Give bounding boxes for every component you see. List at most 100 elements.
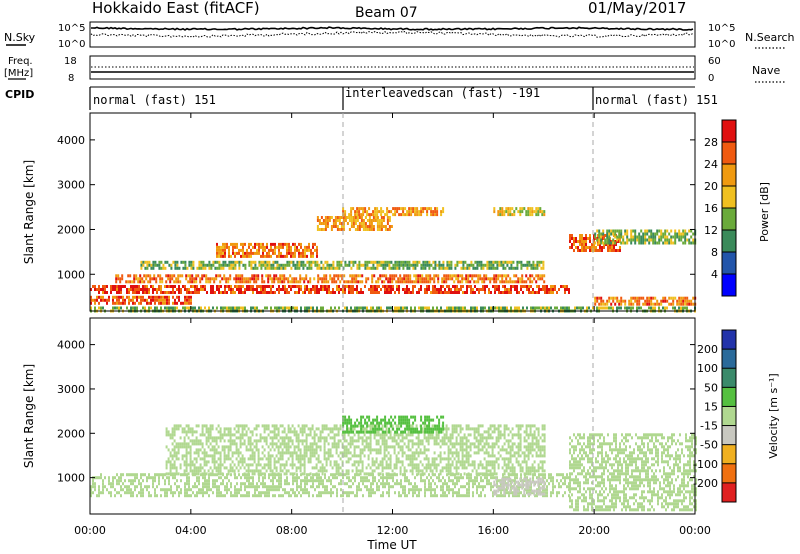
power-ytick-3000: 3000 [57,179,85,192]
power-feature-0 [90,285,570,294]
noise-left-tick-top: 10^5 [58,23,85,34]
velocity-data [90,415,697,512]
power-cbar-tick-6: 28 [704,136,718,149]
velocity-swatch-5 [722,387,736,407]
velocity-swatch-4 [722,406,736,426]
noise-left-tick-bottom: 10^0 [58,39,85,50]
power-feature-10 [140,260,545,270]
velocity-feature-0 [90,473,570,498]
velocity-colorbar-label: Velocity [m s⁻¹] [767,373,780,458]
power-ytick-2000: 2000 [57,223,85,236]
power-ylabel: Slant Range [km] [22,160,36,264]
noise-right-tick-bottom: 10^0 [708,39,735,50]
x-tick-4: 16:00 [477,524,509,537]
power-swatch-2 [722,230,736,253]
freq-label-line1: Freq. [8,56,33,67]
date-label: 01/May/2017 [588,0,686,17]
beam-label: Beam 07 [355,5,418,21]
velocity-cbar-tick-2: 50 [704,381,718,394]
power-swatch-0 [722,274,736,297]
power-colorbar: 4 8 12 16 20 24 28 [704,119,737,297]
station-title: Hokkaido East (fitACF) [92,0,260,17]
x-tick-3: 12:00 [377,524,409,537]
noise-search-label: N.Search [745,31,795,44]
velocity-cbar-tick-5: -50 [700,439,718,452]
velocity-colorbar: 200 100 50 15 -15 -50 -100 -200 [693,329,737,503]
velocity-panel: Slant Range [km] 1000 2000 3000 4000 200 100… [22,317,780,515]
velocity-cbar-tick-0: 200 [697,343,718,356]
x-axis-label: Time UT [366,538,417,552]
velocity-ytick-1000: 1000 [57,472,85,485]
x-tick-1: 04:00 [175,524,207,537]
velocity-swatch-1 [722,463,736,484]
velocity-swatch-7 [722,349,736,369]
power-feature-6 [493,207,546,217]
power-swatch-4 [722,186,736,209]
power-cbar-tick-4: 20 [704,180,718,193]
x-axis: 00:00 04:00 08:00 12:00 16:00 20:00 00:00 [74,113,711,537]
power-swatch-7 [722,120,736,143]
power-feature-5 [342,207,445,217]
power-cbar-tick-1: 8 [711,246,718,259]
power-swatch-6 [722,142,736,165]
velocity-swatch-8 [722,330,736,350]
noise-sky-label: N.Sky [4,31,36,44]
x-tick-5: 20:00 [578,524,610,537]
velocity-swatch-0 [722,482,736,503]
cpid-panel: CPID normal (fast) 151 interleavedscan (… [5,86,718,110]
noise-right-tick-top: 10^5 [708,23,735,34]
velocity-cbar-tick-7: -200 [693,477,718,490]
velocity-cbar-tick-1: 100 [697,362,718,375]
power-swatch-5 [722,164,736,187]
power-feature-11 [594,229,697,245]
velocity-cbar-tick-4: -15 [700,420,718,433]
cpid-segment-3: normal (fast) 151 [595,93,718,107]
power-feature-8 [594,296,697,306]
velocity-feature-2 [342,415,445,434]
velocity-swatch-6 [722,368,736,388]
power-panel: Slant Range [km] 1000 2000 3000 4000 4 8 12 16… [22,112,771,313]
power-ytick-1000: 1000 [57,268,85,281]
noise-sky-line [91,26,694,31]
velocity-cbar-tick-3: 15 [704,400,718,413]
freq-label-line2: [MHz] [4,68,33,79]
velocity-ytick-2000: 2000 [57,427,85,440]
nave-right-tick-bottom: 0 [708,73,714,84]
frequency-panel: Freq. [MHz] 18 8 60 0 Nave [4,55,785,84]
nave-label: Nave [752,64,780,77]
x-tick-6: 00:00 [679,524,711,537]
velocity-ytick-4000: 4000 [57,339,85,352]
power-ytick-4000: 4000 [57,134,85,147]
velocity-swatch-2 [722,444,736,465]
x-tick-2: 08:00 [276,524,308,537]
velocity-feature-4 [569,433,697,512]
cpid-segment-1: normal (fast) 151 [93,93,216,107]
velocity-cbar-tick-6: -100 [693,458,718,471]
nave-right-tick-top: 60 [708,56,721,67]
velocity-swatch-3 [722,425,736,445]
noise-search-line [90,30,694,38]
freq-left-tick-top: 18 [64,56,77,67]
power-swatch-1 [722,252,736,275]
power-feature-2 [115,274,546,284]
cpid-label: CPID [5,88,34,101]
power-feature-1 [90,295,192,305]
velocity-ylabel: Slant Range [km] [22,364,36,468]
freq-left-tick-bottom: 8 [68,73,74,84]
velocity-ytick-3000: 3000 [57,383,85,396]
power-colorbar-label: Power [dB] [758,182,771,242]
power-cbar-tick-5: 24 [704,158,718,171]
velocity-feature-1 [165,424,546,476]
cpid-segment-2: interleavedscan (fast) -191 [345,86,540,100]
power-cbar-tick-0: 4 [711,268,718,281]
power-swatch-3 [722,208,736,231]
noise-panel: N.Sky 10^5 10^0 10^5 10^0 N.Search [4,21,795,50]
power-feature-3 [216,242,318,258]
velocity-feature-3 [493,477,546,496]
power-data [90,207,697,313]
power-feature-4 [316,216,393,231]
x-tick-0: 00:00 [74,524,106,537]
power-cbar-tick-2: 12 [704,224,718,237]
power-cbar-tick-3: 16 [704,202,718,215]
